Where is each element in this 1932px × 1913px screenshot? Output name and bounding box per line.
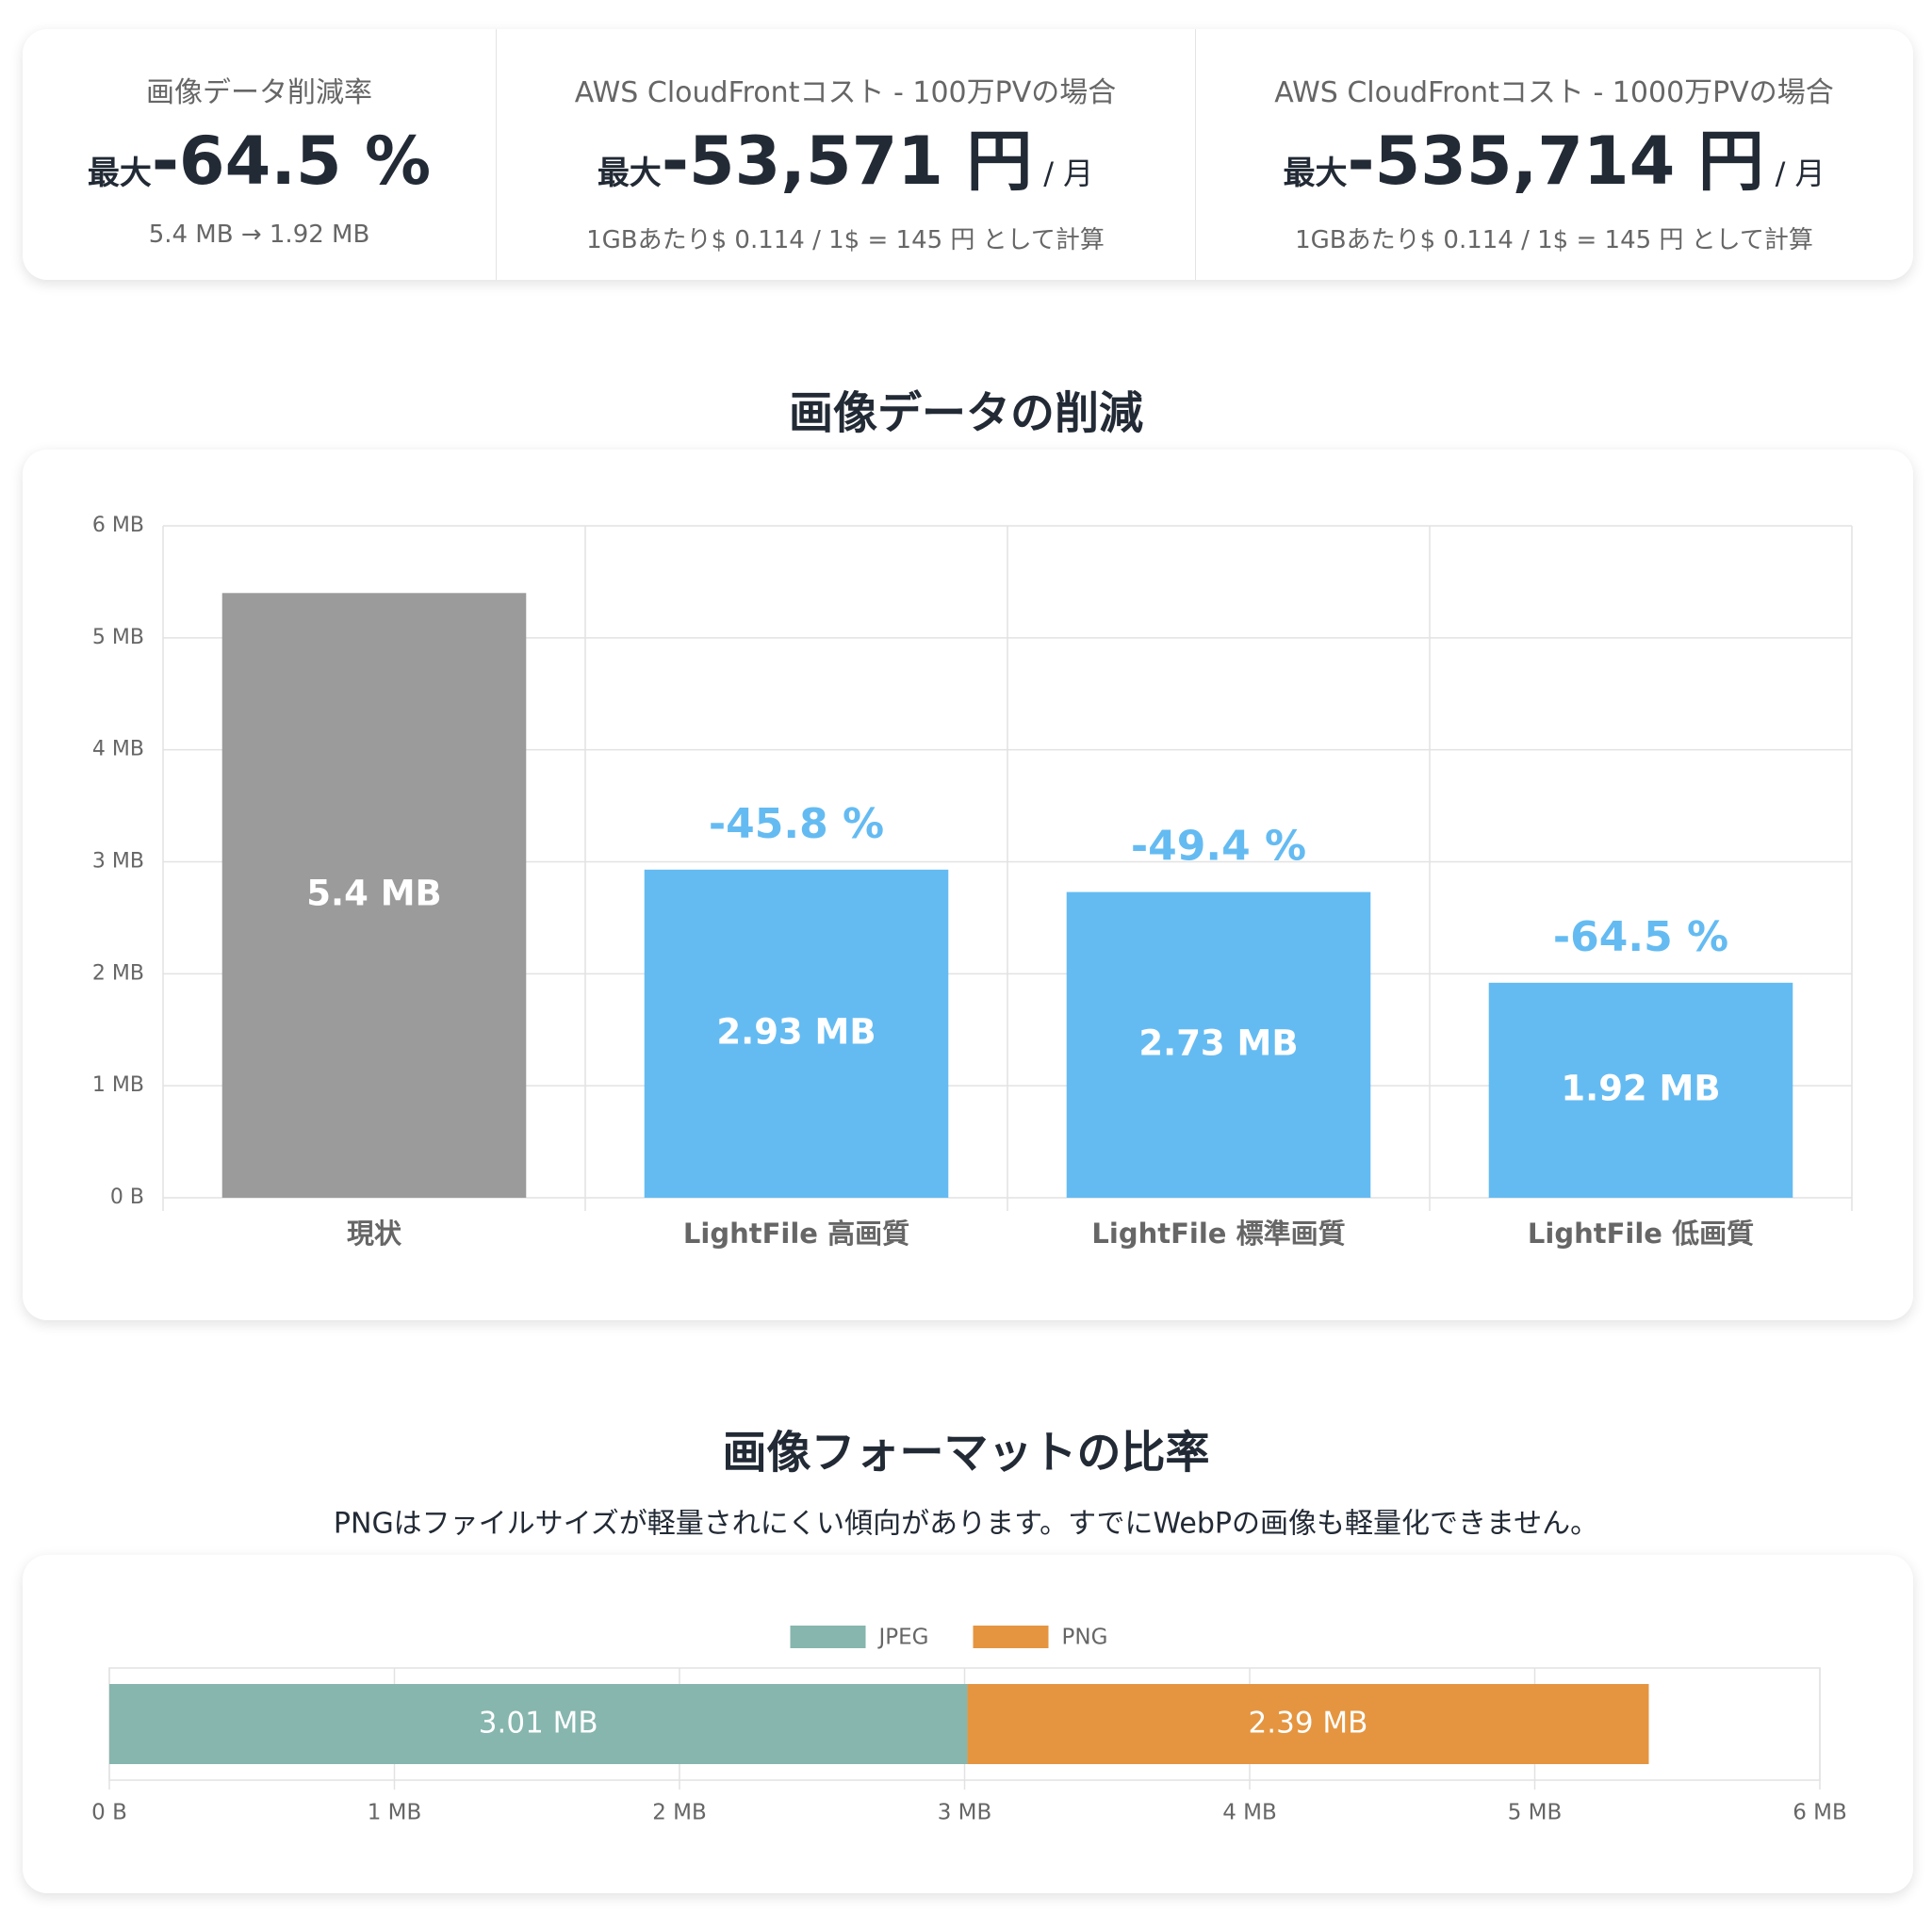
stat-prefix: 最大 (1283, 155, 1348, 192)
x-tick-label: 0 B (91, 1801, 127, 1825)
bar (644, 869, 949, 1198)
bar-value-label: 5.4 MB (306, 874, 441, 914)
legend-swatch (973, 1626, 1049, 1648)
stat-title: AWS CloudFrontコスト - 100万PVの場合 (574, 76, 1117, 109)
change-label: -45.8 % (709, 800, 884, 848)
stat-value: 最大-535,714 円 / 月 (1195, 123, 1913, 211)
chart-title: 画像データの削減 (789, 388, 1143, 440)
chart-title: 画像フォーマットの比率 (723, 1428, 1210, 1480)
y-tick-label: 2 MB (92, 961, 144, 985)
x-tick-label: 6 MB (1793, 1801, 1847, 1825)
stat: 画像データ削減率 最大-64.5 % 5.4 MB → 1.92 MB (23, 29, 496, 280)
x-tick-label: LightFile 標準画質 (1091, 1218, 1345, 1250)
stat-value: 最大-53,571 円 / 月 (496, 123, 1195, 211)
stat-unit: / 月 (1043, 155, 1094, 191)
bar-segment (967, 1684, 1649, 1764)
bar-value-label: 2.39 MB (1249, 1707, 1368, 1741)
y-tick-label: 3 MB (92, 850, 144, 874)
stat-prefix: 最大 (597, 155, 662, 192)
change-label: -49.4 % (1131, 823, 1306, 871)
stat-unit: / 月 (1775, 155, 1826, 191)
stat-number: -64.5 % (151, 123, 432, 200)
y-tick-label: 6 MB (92, 514, 144, 537)
stat-prefix: 最大 (87, 155, 152, 192)
bar-value-label: 2.93 MB (716, 1011, 876, 1052)
stat-note: 1GBあたり$ 0.114 / 1$ = 145 円 として計算 (586, 226, 1105, 254)
bar (221, 593, 527, 1198)
x-tick-label: 1 MB (368, 1801, 422, 1825)
x-tick-label: 4 MB (1222, 1801, 1277, 1825)
x-tick-label: LightFile 高画質 (683, 1218, 909, 1250)
bar-value-label: 1.92 MB (1561, 1068, 1720, 1108)
legend-label: JPEG (877, 1626, 929, 1650)
bar-value-label: 2.73 MB (1138, 1022, 1298, 1063)
bar-value-label: 3.01 MB (479, 1707, 598, 1741)
y-tick-label: 1 MB (92, 1073, 144, 1097)
x-tick-label: 3 MB (938, 1801, 992, 1825)
change-label: -64.5 % (1553, 913, 1728, 961)
legend-label: PNG (1062, 1626, 1108, 1650)
stat: AWS CloudFrontコスト - 1000万PVの場合 最大-535,71… (1195, 29, 1913, 280)
bar (1066, 891, 1371, 1198)
stat-title: 画像データ削減率 (146, 76, 372, 109)
x-tick-label: LightFile 低画質 (1528, 1218, 1754, 1250)
stat-title: AWS CloudFrontコスト - 1000万PVの場合 (1274, 76, 1834, 109)
y-tick-label: 5 MB (92, 626, 144, 649)
legend-swatch (790, 1626, 866, 1648)
y-tick-label: 0 B (110, 1185, 144, 1209)
stat-note: 5.4 MB → 1.92 MB (148, 221, 370, 249)
stats-card: 画像データ削減率 最大-64.5 % 5.4 MB → 1.92 MB AWS … (23, 29, 1913, 280)
x-tick-label: 5 MB (1508, 1801, 1563, 1825)
divider (1195, 29, 1196, 280)
stat-note: 1GBあたり$ 0.114 / 1$ = 145 円 として計算 (1295, 226, 1813, 254)
bar (1488, 982, 1793, 1198)
y-tick-label: 4 MB (92, 738, 144, 761)
x-tick-label: 2 MB (652, 1801, 707, 1825)
bar-segment (109, 1684, 968, 1764)
stat-value: 最大-64.5 % (23, 123, 496, 211)
stat: AWS CloudFrontコスト - 100万PVの場合 最大-53,571 … (496, 29, 1195, 280)
chart-subtitle: PNGはファイルサイズが軽量されにくい傾向があります。すでにWebPの画像も軽量… (334, 1508, 1598, 1541)
divider (496, 29, 497, 280)
stat-number: -535,714 円 (1347, 123, 1764, 200)
stat-number: -53,571 円 (661, 123, 1033, 200)
x-tick-label: 現状 (347, 1218, 402, 1250)
